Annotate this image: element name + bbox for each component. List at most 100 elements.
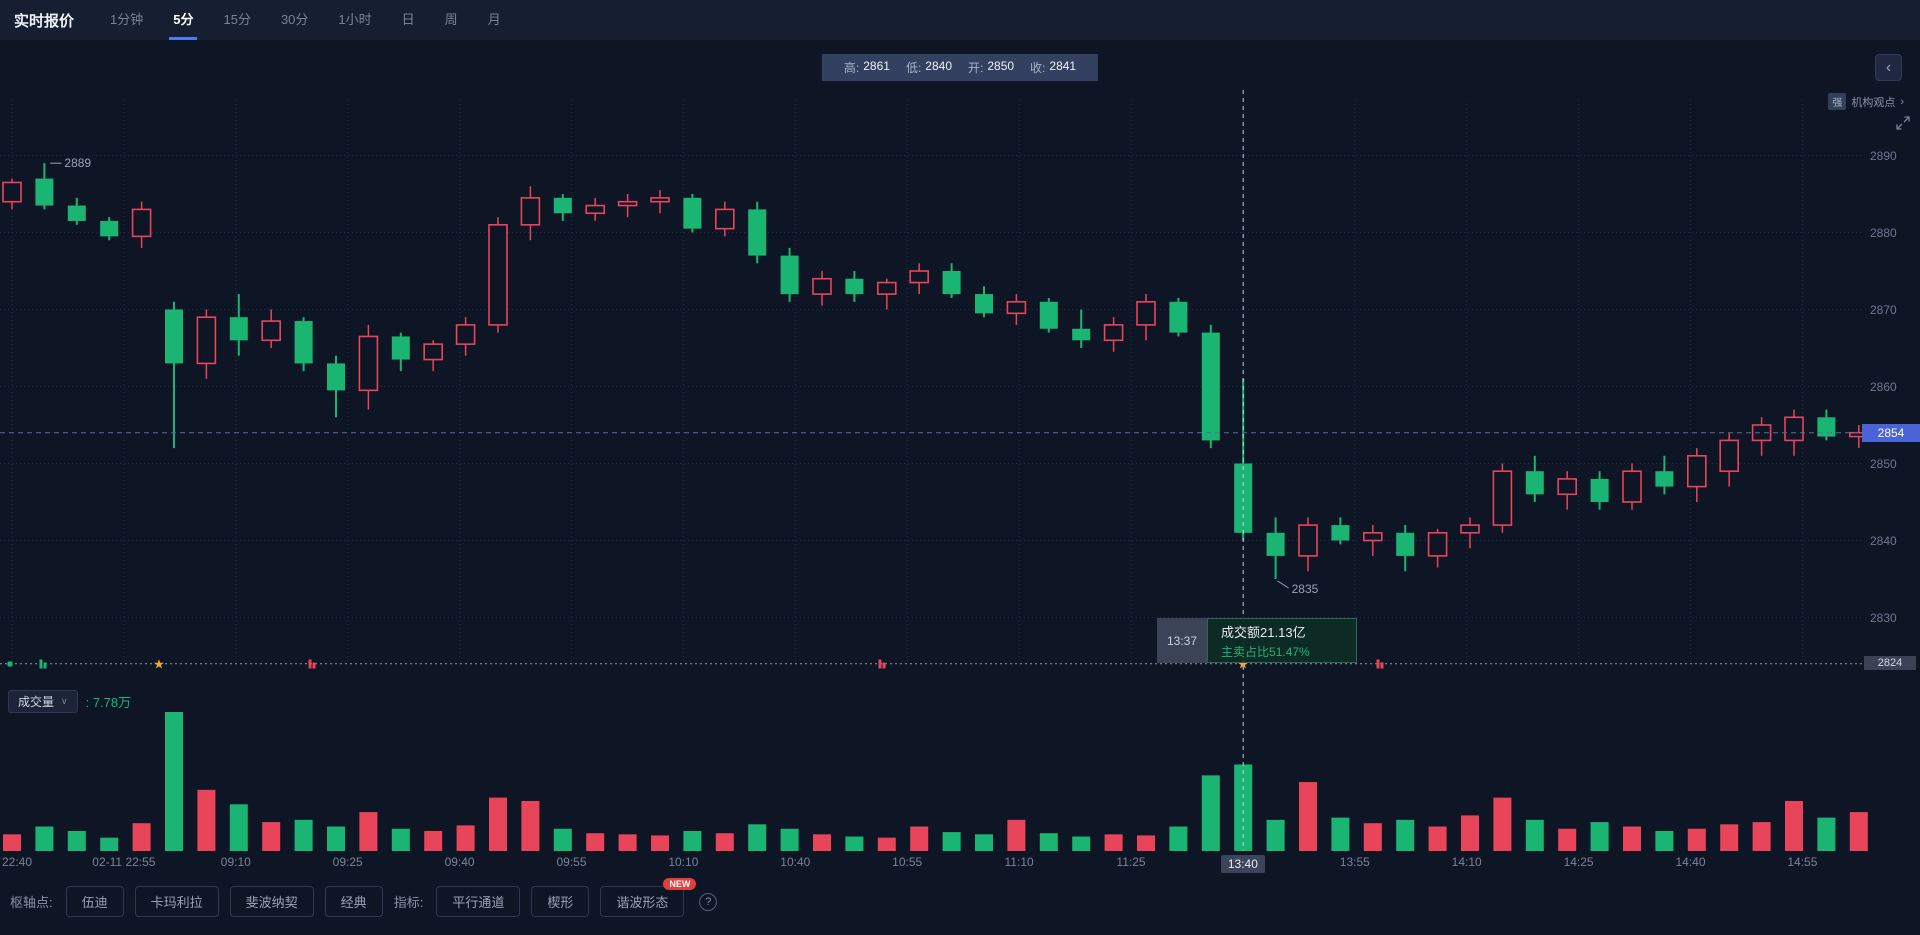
- tab-月[interactable]: 月: [487, 12, 501, 27]
- candle: [748, 209, 767, 256]
- volume-bar: [521, 800, 540, 851]
- candle: [1169, 301, 1188, 333]
- star-icon[interactable]: ★: [153, 657, 165, 670]
- candle: [455, 324, 476, 345]
- price-annotations: 2889 2835: [50, 156, 1319, 596]
- tab-5分[interactable]: 5分: [169, 0, 198, 40]
- institution-view-link[interactable]: 强 机构观点 ›: [1828, 93, 1904, 110]
- price-tick: 2890: [1870, 148, 1897, 163]
- top-navbar: 实时报价 1分钟 5分 15分 30分 1小时 日 周 月: [0, 0, 1920, 40]
- star-icon: ★: [1237, 656, 1249, 672]
- volume-bar: [1623, 826, 1641, 851]
- tab-周[interactable]: 周: [444, 12, 458, 27]
- help-icon[interactable]: ?: [699, 892, 718, 911]
- candle: [423, 343, 444, 361]
- volume-bar: [391, 828, 410, 851]
- volume-bar: [1234, 764, 1253, 851]
- volume-bar: [424, 830, 443, 851]
- timeframe-tabs: 1分钟 5分 15分 30分 1小时 日 周 月: [110, 0, 501, 40]
- time-axis: 22:40 02-11 22:55 09:10 09:25 09:40 09:55 10:1…: [0, 854, 1862, 876]
- volume-bar: [327, 826, 345, 851]
- volume-bars: [3, 712, 1868, 851]
- volume-bar: [780, 828, 799, 851]
- time-label: 09:55: [556, 855, 587, 869]
- candle: [683, 197, 702, 229]
- pivot-button-伍迪[interactable]: 伍迪: [65, 886, 124, 917]
- red-bars-icon[interactable]: [878, 659, 886, 669]
- svg-text:2889: 2889: [64, 156, 91, 170]
- tab-1分钟[interactable]: 1分钟: [110, 12, 144, 27]
- crosshair-tooltip: 13:37 成交额21.13亿 主卖占比51.47%: [1157, 618, 1358, 663]
- volume-bar: [1072, 836, 1091, 851]
- volume-bar: [1461, 815, 1479, 851]
- price-tick: 2850: [1870, 456, 1897, 471]
- ohlc-item: 收: 2841: [1030, 59, 1076, 76]
- star-icon[interactable]: ★: [1237, 657, 1249, 670]
- candle: [1331, 525, 1350, 541]
- time-label: 11:10: [1004, 855, 1034, 869]
- price-axis: 2890 2880 2870 2860 2850 2840 2830: [1862, 0, 1920, 860]
- red-bars-icon[interactable]: [308, 659, 316, 669]
- indicator-button-楔形[interactable]: 楔形: [531, 886, 590, 917]
- time-label: 14:55: [1787, 855, 1818, 869]
- time-label: 10:40: [780, 855, 811, 869]
- pivot-button-斐波纳契[interactable]: 斐波纳契: [229, 886, 314, 917]
- volume-bar: [975, 834, 993, 851]
- volume-bar: [813, 834, 831, 851]
- candle: [67, 205, 86, 221]
- svg-text:2835: 2835: [1292, 582, 1319, 596]
- candle: [617, 200, 638, 207]
- ohlc-summary-bar: 高: 2861 低: 2840 开: 2850 收: 2841: [821, 54, 1099, 81]
- candle: [1298, 524, 1318, 557]
- volume-bar: [1104, 834, 1123, 851]
- indicator-button-平行通道[interactable]: 平行通道: [436, 886, 521, 917]
- tab-15分[interactable]: 15分: [223, 12, 251, 27]
- candle: [876, 281, 897, 295]
- volume-bar: [1849, 812, 1868, 851]
- candle: [1266, 532, 1285, 556]
- candle: [165, 309, 183, 364]
- tab-30分[interactable]: 30分: [280, 12, 309, 27]
- collapse-panel-button[interactable]: ‹: [1875, 54, 1902, 81]
- volume-bar: [67, 830, 86, 851]
- indicator-button-谐波形态[interactable]: 谐波形态 NEW: [600, 878, 697, 917]
- volume-bar: [1720, 824, 1739, 851]
- pivot-button-经典[interactable]: 经典: [324, 886, 383, 917]
- chevron-left-icon: ‹: [1885, 58, 1892, 76]
- volume-bar: [132, 823, 151, 851]
- volume-bar: [262, 822, 281, 851]
- time-label: 14:40: [1675, 855, 1706, 869]
- indicator-label: 指标:: [393, 895, 424, 910]
- pivot-label: 枢轴点:: [10, 895, 53, 910]
- volume-bar: [456, 825, 475, 851]
- red-bars-icon[interactable]: [1376, 659, 1384, 669]
- ohlc-item: 高: 2861: [844, 59, 890, 76]
- time-label: 02-11 22:55: [92, 855, 156, 869]
- green-bars-icon[interactable]: [39, 659, 47, 669]
- green-dot-icon[interactable]: [7, 661, 13, 667]
- volume-bar: [1590, 822, 1609, 851]
- candle: [196, 316, 217, 365]
- time-label: 09:10: [220, 855, 251, 869]
- expand-icon[interactable]: [1896, 116, 1910, 135]
- candle: [391, 336, 410, 360]
- volume-bar: [1039, 833, 1058, 851]
- ohlc-label: 低:: [905, 61, 922, 75]
- candle: [294, 321, 313, 364]
- time-label: 13:55: [1339, 855, 1370, 869]
- time-label: 11:25: [1116, 855, 1146, 869]
- candle: [1103, 324, 1124, 342]
- candle: [845, 278, 864, 295]
- candle: [1655, 471, 1674, 487]
- volume-bar: [294, 819, 313, 851]
- time-label: 14:10: [1451, 855, 1482, 869]
- volume-bar: [651, 835, 669, 851]
- candle: [35, 178, 54, 206]
- volume-bar: [1558, 828, 1577, 851]
- pivot-button-卡玛利拉[interactable]: 卡玛利拉: [134, 886, 219, 917]
- tab-日[interactable]: 日: [401, 12, 415, 27]
- volume-indicator-dropdown[interactable]: 成交量 ∨: [8, 690, 78, 713]
- tab-1小时[interactable]: 1小时: [338, 12, 372, 27]
- candle: [1687, 454, 1707, 488]
